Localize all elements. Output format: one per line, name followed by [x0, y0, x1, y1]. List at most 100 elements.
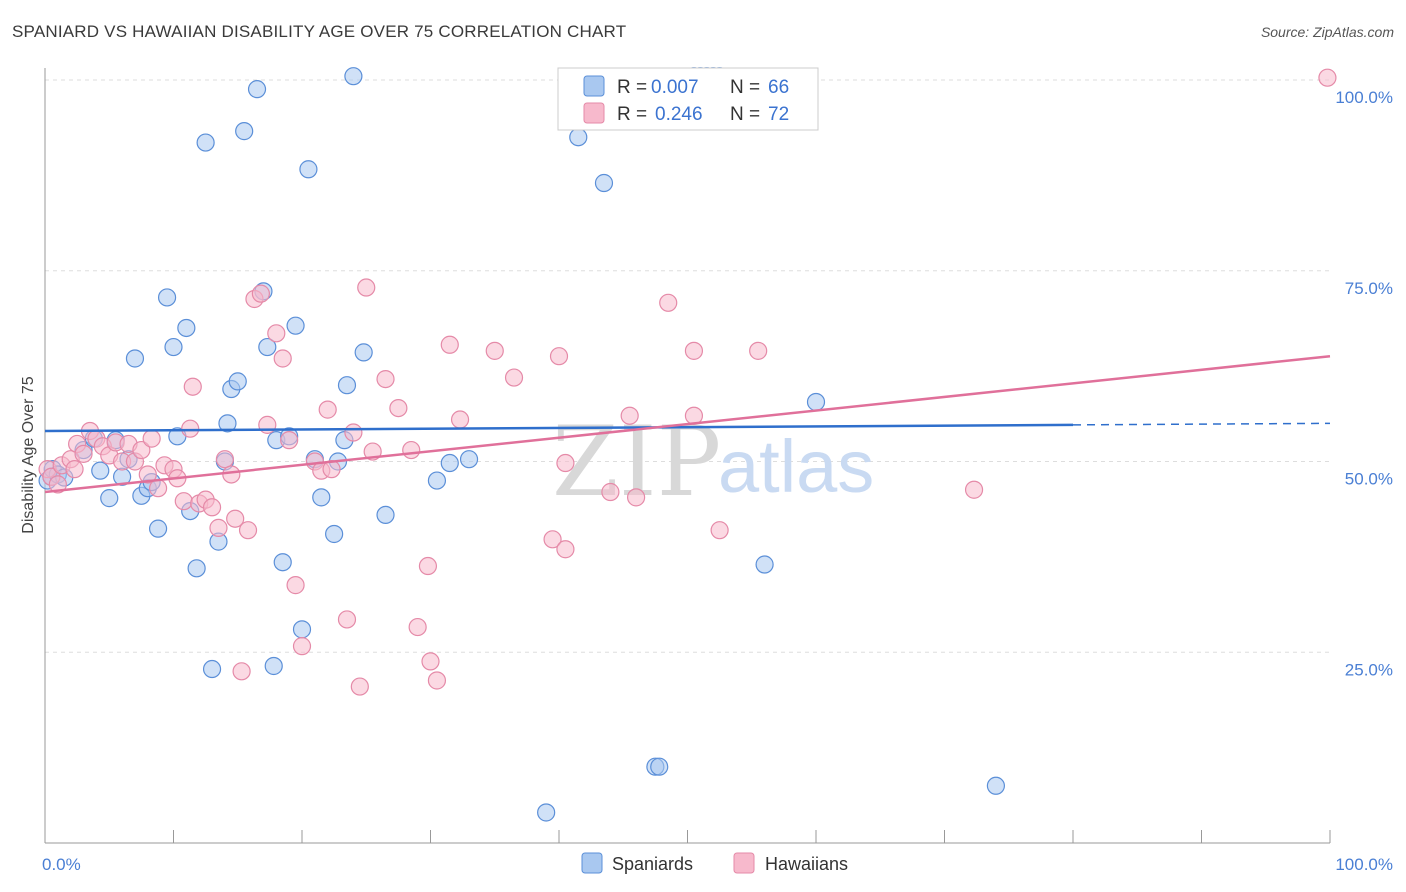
hawaiians-point-63: [543, 530, 562, 549]
spaniards-point-64: [806, 392, 826, 412]
spaniards-point-65: [986, 776, 1006, 795]
hawaiians-point-61: [485, 341, 504, 360]
spaniards-point-43: [325, 524, 344, 544]
hawaiians-point-71: [964, 480, 984, 499]
hawaiians-point-7: [74, 444, 93, 463]
spaniards-point-20: [177, 318, 196, 338]
hawaiians-trend-line: [44, 354, 1331, 494]
spaniards-point-17: [157, 288, 177, 307]
hawaiians-point-40: [280, 431, 299, 450]
hawaiians-point-50: [357, 278, 376, 297]
spaniards-point-33: [258, 337, 277, 357]
legend-r-label-hawaiians: R =: [617, 104, 647, 125]
spaniards-point-53: [537, 803, 556, 822]
hawaiians-point-41: [286, 576, 305, 595]
y-axis-title: Disability Age Over 75: [20, 376, 37, 534]
hawaiians-point-18: [142, 429, 161, 448]
legend-n-label-hawaiians: N =: [730, 104, 760, 125]
bottom-legend-swatch-spaniards: [581, 852, 603, 874]
hawaiians-point-55: [408, 617, 427, 637]
hawaiians-point-67: [620, 406, 639, 425]
spaniards-point-34: [264, 656, 283, 676]
y-tick-label-25: 25.0%: [1345, 660, 1393, 679]
spaniards-point-57: [650, 757, 669, 776]
hawaiians-point-68: [659, 293, 678, 312]
hawaiians-point-54: [402, 440, 421, 460]
spaniards-point-23: [196, 133, 215, 152]
series-legend: Spaniards Hawaiians: [581, 852, 848, 874]
bottom-legend-swatch-hawaiians: [733, 852, 755, 874]
y-tick-labels: 25.0% 50.0% 75.0% 100.0%: [1335, 88, 1393, 679]
hawaiians-point-58: [427, 671, 447, 690]
hawaiians-point-56: [418, 556, 438, 576]
x-axis-ticks: [44, 830, 1331, 843]
spaniards-point-39: [292, 620, 312, 639]
y-tick-label-50: 50.0%: [1345, 470, 1393, 489]
hawaiians-point-24: [181, 419, 200, 438]
spaniards-point-47: [344, 67, 363, 86]
spaniards-point-49: [376, 505, 395, 525]
hawaiians-point-5: [65, 460, 84, 479]
hawaiians-point-38: [267, 324, 286, 343]
spaniards-point-29: [228, 372, 247, 391]
x-tick-label-min: 0.0%: [42, 855, 81, 874]
spaniards-point-24: [202, 659, 222, 679]
legend-r-label-spaniards: R =: [617, 77, 647, 98]
hawaiians-point-extra-1: [556, 453, 575, 473]
hawaiians-point-47: [337, 610, 357, 629]
legend-swatch-hawaiians: [583, 102, 605, 124]
spaniards-point-12: [125, 349, 145, 368]
hawaiians-point-60: [450, 410, 470, 429]
chart-title: SPANIARD VS HAWAIIAN DISABILITY AGE OVER…: [12, 22, 627, 41]
watermark-atlas: atlas: [718, 425, 874, 508]
spaniards-point-40: [299, 160, 318, 179]
y-tick-label-100: 100.0%: [1335, 88, 1393, 107]
hawaiians-point-69: [684, 341, 704, 360]
spaniards-trend-line: [44, 423, 1074, 433]
legend-r-value-spaniards: 0.007: [651, 77, 699, 98]
hawaiians-point-42: [292, 637, 312, 656]
y-tick-label-75: 75.0%: [1345, 279, 1393, 298]
spaniards-point-63: [755, 555, 774, 574]
hawaiians-point-45: [318, 400, 337, 419]
legend-r-value-hawaiians: 0.246: [655, 104, 703, 125]
hawaiians-point-49: [350, 677, 369, 696]
spaniards-point-55: [594, 173, 614, 193]
hawaiians-point-36: [251, 284, 270, 303]
spaniards-trend-extension: [1072, 422, 1331, 426]
spaniards-point-36: [273, 553, 292, 572]
hawaiians-point-17: [138, 465, 157, 484]
spaniards-point-22: [187, 559, 206, 578]
hawaiians-point-53: [389, 398, 408, 418]
hawaiians-point-39: [273, 349, 292, 368]
hawaiians-point-62: [504, 368, 524, 387]
hawaiians-point-16: [132, 440, 151, 460]
hawaiians-point-32: [226, 509, 245, 528]
hawaiians-point-33: [232, 662, 251, 681]
spaniards-point-51: [440, 453, 459, 473]
hawaiians-point-31: [222, 465, 241, 484]
legend-n-value-hawaiians: 72: [768, 104, 789, 125]
hawaiians-point-48: [344, 423, 363, 442]
x-tick-label-max: 100.0%: [1335, 855, 1393, 874]
hawaiians-point-extra-2: [626, 488, 646, 507]
hawaiians-point-25: [183, 377, 202, 396]
trend-lines: [44, 354, 1331, 494]
bottom-legend-label-spaniards: Spaniards: [612, 854, 693, 874]
hawaiians-point-65: [556, 540, 575, 559]
hawaiians-point-57: [421, 652, 440, 671]
hawaiians-point-52: [376, 369, 395, 389]
hawaiians-point-29: [209, 518, 228, 537]
spaniards-point-46: [337, 376, 357, 395]
spaniards-point-31: [247, 80, 267, 99]
hawaiians-point-28: [202, 498, 222, 517]
legend-n-label-spaniards: N =: [730, 77, 760, 98]
hawaiians-point-59: [440, 335, 459, 354]
spaniards-point-16: [148, 519, 168, 538]
spaniards-point-8: [100, 489, 119, 508]
hawaiians-point-70: [710, 521, 729, 540]
legend-swatch-spaniards: [583, 75, 605, 97]
spaniards-point-7: [91, 461, 110, 480]
spaniards-point-18: [164, 337, 183, 357]
